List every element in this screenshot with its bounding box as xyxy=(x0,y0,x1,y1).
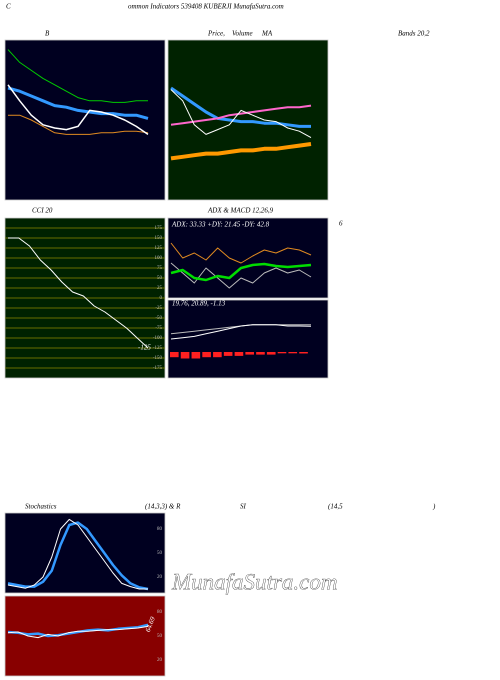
caption: ) xyxy=(432,503,436,511)
series-line xyxy=(170,262,312,289)
annotation: -125 xyxy=(138,344,151,352)
annotation: 19.76, 20.89, -1.13 xyxy=(172,300,226,308)
header-title: ommon Indicators 539408 KUBERJI MunafaSu… xyxy=(128,3,284,11)
histogram-bar xyxy=(234,352,244,356)
series-line xyxy=(170,262,312,282)
panel xyxy=(167,299,329,379)
series-line xyxy=(170,324,312,340)
caption: 6 xyxy=(339,220,343,228)
panel xyxy=(167,217,329,299)
panel xyxy=(4,595,166,677)
y-tick-label: 100 xyxy=(155,256,163,261)
y-tick-label: 175 xyxy=(155,226,163,231)
caption: CCI 20 xyxy=(32,207,53,215)
series-line xyxy=(170,86,311,128)
y-tick-label: 80 xyxy=(157,527,163,532)
series-line xyxy=(170,89,312,139)
histogram-bar xyxy=(213,352,222,358)
y-tick-label: 25 xyxy=(157,286,163,291)
panel xyxy=(167,39,329,201)
y-tick-label: 0 xyxy=(160,296,163,301)
caption: B xyxy=(45,30,50,38)
caption: SI xyxy=(240,503,247,511)
caption: Price, xyxy=(207,30,225,38)
y-tick-label: 50 xyxy=(157,634,163,639)
y-tick-label: 20 xyxy=(157,658,163,663)
histogram-bar xyxy=(170,352,179,358)
histogram-bar xyxy=(202,352,211,358)
caption: Stochastics xyxy=(25,503,57,511)
y-tick-label: 50 xyxy=(157,551,163,556)
histogram-bar xyxy=(288,352,298,354)
series-line xyxy=(7,49,148,103)
caption: (14,5 xyxy=(328,503,343,511)
histogram-bar xyxy=(223,352,233,356)
y-tick-label: 80 xyxy=(157,610,163,615)
annotation: ADX: 33.33 +DY: 21.45 -DY: 42.8 xyxy=(171,221,270,229)
y-tick-label: -75 xyxy=(155,326,162,331)
y-tick-label: -50 xyxy=(155,316,162,321)
caption: (14,3,3) & R xyxy=(145,503,181,511)
series-line xyxy=(7,518,148,590)
series-line xyxy=(7,625,149,639)
panel xyxy=(4,39,166,201)
caption: Bands 20,2 xyxy=(398,30,430,38)
histogram-bar xyxy=(256,352,265,355)
histogram-bar xyxy=(191,352,201,359)
watermark: MunafaSutra.com xyxy=(171,569,337,594)
y-tick-label: -150 xyxy=(153,356,163,361)
series-line xyxy=(170,242,312,264)
y-tick-label: 50 xyxy=(157,276,163,281)
panel xyxy=(4,512,166,594)
histogram-bar xyxy=(180,352,190,359)
y-tick-label: -100 xyxy=(153,336,163,341)
series-line xyxy=(170,104,312,126)
series-line xyxy=(7,521,149,591)
histogram-bar xyxy=(245,352,254,355)
histogram-bar xyxy=(277,352,287,354)
y-tick-label: 150 xyxy=(155,236,163,241)
series-line xyxy=(8,114,149,135)
series-line xyxy=(170,142,312,161)
y-tick-label: -25 xyxy=(155,306,162,311)
histogram-bar xyxy=(299,352,308,354)
caption: ADX & MACD 12,26,9 xyxy=(207,207,274,215)
caption: Volume xyxy=(232,30,253,38)
header-letter: C xyxy=(6,3,11,11)
y-tick-label: 75 xyxy=(157,266,163,271)
series-line xyxy=(7,86,149,120)
y-tick-label: 20 xyxy=(157,575,163,580)
series-line xyxy=(7,623,149,638)
y-tick-label: -125 xyxy=(153,346,163,351)
series-line xyxy=(8,237,149,349)
caption: MA xyxy=(261,30,273,38)
y-tick-label: 125 xyxy=(155,246,163,251)
histogram-bar xyxy=(266,352,276,355)
y-tick-label: -175 xyxy=(153,366,163,371)
series-line xyxy=(7,84,149,136)
